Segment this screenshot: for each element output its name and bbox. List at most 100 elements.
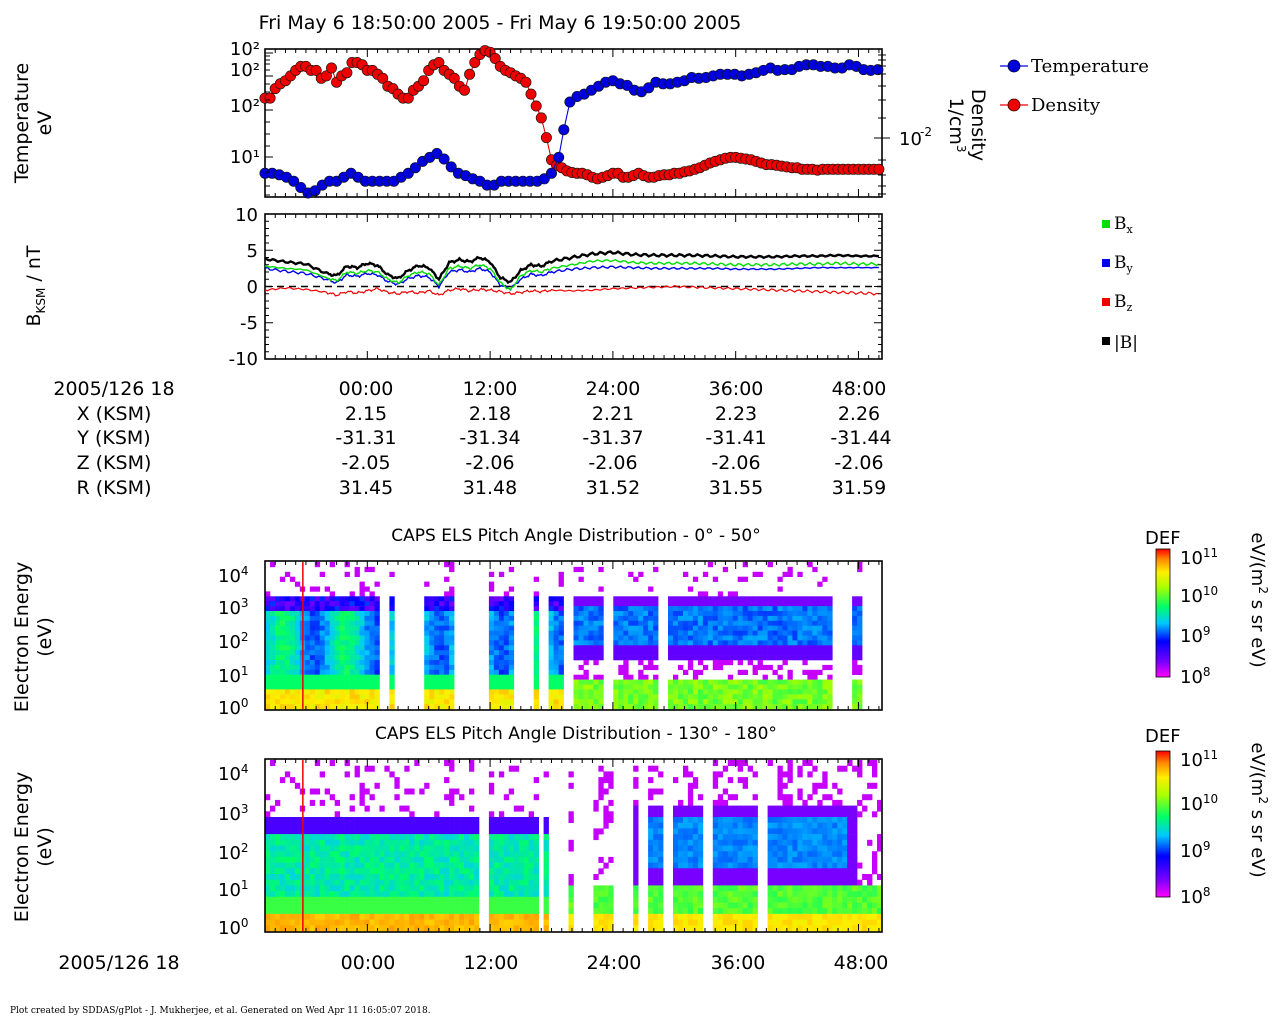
spec-cell: [812, 650, 818, 656]
spec-cell: [807, 650, 813, 656]
spec-cell: [454, 822, 460, 829]
spec-cell: [777, 586, 783, 592]
spec-cell: [722, 885, 729, 892]
spec-cell: [399, 891, 405, 898]
spec-cell: [702, 704, 709, 710]
spec-cell: [712, 822, 719, 829]
spec-cell: [493, 902, 500, 909]
spec-cell: [737, 839, 743, 846]
spec-cell: [339, 606, 345, 612]
spec-cell: [797, 689, 803, 695]
spec-cell: [354, 689, 360, 695]
spec-cell: [772, 879, 778, 886]
spec-cell: [573, 625, 579, 631]
spec-cell: [469, 896, 475, 903]
spec-cell: [742, 679, 748, 685]
spec-cell: [424, 645, 430, 651]
spec-cell: [717, 851, 724, 858]
spec-cell: [603, 902, 609, 909]
spec-cell: [309, 635, 316, 641]
spec-cell: [618, 650, 624, 656]
spec-cell: [712, 919, 719, 926]
spec-cell: [324, 839, 330, 846]
spec-cell: [309, 650, 316, 656]
spec-cell: [294, 874, 301, 880]
spec-cell: [653, 611, 659, 617]
spec-cell: [369, 834, 375, 841]
spec-cell: [852, 625, 858, 631]
spec-cell: [742, 760, 748, 766]
spec-cell: [488, 596, 495, 602]
spec-cell: [314, 834, 321, 841]
spec-cell: [349, 828, 355, 835]
spec-cell: [424, 615, 430, 622]
spec-cell: [429, 694, 435, 700]
spec-cell: [533, 874, 539, 880]
spec-cell: [349, 851, 355, 858]
spec-cell: [289, 828, 296, 835]
spec-cell: [707, 611, 714, 617]
spec-cell: [568, 771, 574, 778]
spec-cell: [588, 689, 594, 695]
spec-cell: [284, 601, 291, 607]
spec-cell: [354, 919, 360, 926]
spec-cell: [429, 674, 435, 680]
spec-cell: [797, 822, 803, 829]
spec-cell: [648, 896, 654, 903]
spec-cell: [797, 913, 803, 920]
spec-cell: [533, 606, 539, 612]
spec-cell: [678, 805, 684, 812]
spec-cell: [762, 620, 768, 626]
spec-cell: [503, 669, 510, 675]
spec-cell: [687, 805, 694, 812]
spec-cell: [777, 679, 783, 685]
spec-cell: [265, 694, 271, 700]
spec-column: [653, 566, 659, 710]
spec-cell: [628, 684, 634, 690]
spec-cell: [389, 615, 395, 622]
spec-cell: [329, 611, 335, 617]
spec-column: [359, 581, 365, 710]
spec-cell: [359, 874, 365, 880]
spec-cell: [270, 822, 276, 829]
spec-cell: [827, 601, 833, 607]
spec-cell: [359, 630, 365, 636]
spec-cell: [777, 851, 783, 858]
spec-cell: [384, 919, 390, 926]
spec-cell: [608, 811, 614, 818]
spec-cell: [668, 645, 674, 651]
spec-cell: [742, 606, 748, 612]
spec-cell: [797, 571, 803, 577]
spec-cell: [304, 635, 311, 641]
spec-cell: [339, 851, 345, 858]
spec-cell: [439, 874, 445, 880]
spec-cell: [329, 862, 335, 869]
spec-cell: [354, 845, 360, 852]
spec-cell: [404, 913, 410, 920]
spec-cell: [284, 620, 291, 626]
spec-cell: [678, 596, 684, 602]
spec-cell: [697, 635, 704, 641]
spec-cell: [364, 586, 370, 592]
spec-cell: [807, 879, 813, 886]
temperature-point: [445, 161, 457, 173]
spec-column: [429, 596, 435, 710]
spec-cell: [399, 885, 405, 892]
spec-cell: [469, 902, 475, 909]
spec-cell: [802, 862, 808, 869]
spec-cell: [523, 862, 529, 869]
spec-cell: [852, 596, 858, 602]
spec-column: [284, 571, 291, 710]
spec-cell: [553, 606, 559, 612]
spec-cell: [369, 902, 375, 909]
spec-cell: [548, 684, 554, 690]
spec-column: [270, 562, 276, 710]
spec-cell: [289, 902, 296, 909]
spec-cell: [389, 851, 395, 858]
spec-cell: [434, 655, 440, 661]
spec-cell: [857, 601, 863, 607]
spec-cell: [767, 879, 773, 886]
spec-cell: [578, 566, 584, 573]
spec-cell: [638, 669, 644, 675]
spec-cell: [802, 650, 808, 656]
